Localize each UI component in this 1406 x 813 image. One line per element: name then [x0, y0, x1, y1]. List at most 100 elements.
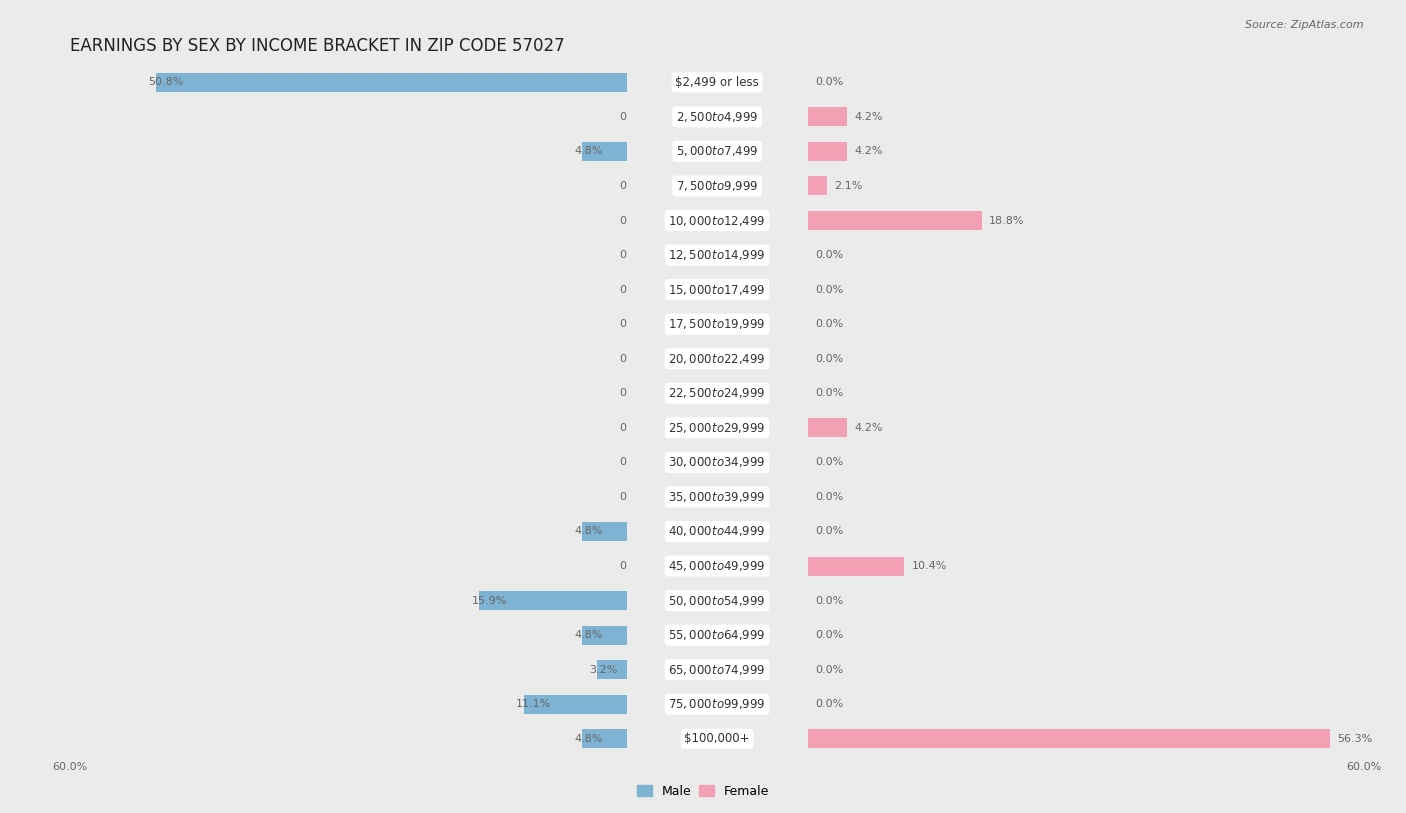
Text: 0.0%: 0.0% — [619, 250, 647, 260]
Text: 56.3%: 56.3% — [1337, 734, 1372, 744]
Text: 0.0%: 0.0% — [619, 354, 647, 363]
Text: 0.0%: 0.0% — [619, 423, 647, 433]
Bar — [0, 168, 627, 203]
Bar — [0, 411, 807, 445]
Text: 4.8%: 4.8% — [575, 734, 603, 744]
Text: $20,000 to $22,499: $20,000 to $22,499 — [668, 352, 766, 366]
Text: 0.0%: 0.0% — [815, 492, 844, 502]
Text: 0.0%: 0.0% — [815, 389, 844, 398]
Legend: Male, Female: Male, Female — [631, 780, 775, 802]
Bar — [0, 618, 807, 652]
Text: 4.8%: 4.8% — [575, 630, 603, 640]
Text: 4.2%: 4.2% — [853, 146, 883, 156]
Text: $45,000 to $49,999: $45,000 to $49,999 — [668, 559, 766, 573]
Bar — [627, 411, 1406, 445]
Text: $15,000 to $17,499: $15,000 to $17,499 — [668, 283, 766, 297]
Text: $7,500 to $9,999: $7,500 to $9,999 — [676, 179, 758, 193]
Bar — [0, 65, 627, 99]
Bar — [0, 445, 627, 480]
Bar — [0, 341, 807, 376]
Bar — [0, 307, 807, 341]
Text: $17,500 to $19,999: $17,500 to $19,999 — [668, 317, 766, 331]
Text: 3.2%: 3.2% — [589, 665, 617, 675]
Bar — [0, 376, 627, 411]
Text: $30,000 to $34,999: $30,000 to $34,999 — [668, 455, 766, 469]
Bar — [807, 211, 981, 230]
Bar — [627, 65, 1406, 99]
Bar — [627, 237, 1406, 272]
Text: 18.8%: 18.8% — [990, 215, 1025, 225]
Text: 0.0%: 0.0% — [815, 285, 844, 294]
Bar — [627, 99, 1406, 134]
Bar — [627, 341, 1406, 376]
Bar — [627, 203, 1406, 237]
Text: 0.0%: 0.0% — [815, 77, 844, 87]
Bar — [582, 142, 627, 161]
Text: $65,000 to $74,999: $65,000 to $74,999 — [668, 663, 766, 676]
Bar — [807, 557, 904, 576]
Text: $55,000 to $64,999: $55,000 to $64,999 — [668, 628, 766, 642]
Text: 0.0%: 0.0% — [815, 458, 844, 467]
Bar — [582, 522, 627, 541]
Bar — [0, 652, 627, 687]
Text: 11.1%: 11.1% — [516, 699, 551, 709]
Bar — [0, 168, 807, 203]
Bar — [0, 687, 807, 722]
Bar — [0, 99, 627, 134]
Text: $100,000+: $100,000+ — [685, 733, 749, 746]
Text: 0.0%: 0.0% — [619, 320, 647, 329]
Bar — [0, 722, 807, 756]
Text: 50.8%: 50.8% — [148, 77, 184, 87]
Bar — [0, 341, 627, 376]
Text: 0.0%: 0.0% — [619, 561, 647, 571]
Bar — [0, 411, 627, 445]
Bar — [0, 272, 807, 307]
Text: $12,500 to $14,999: $12,500 to $14,999 — [668, 248, 766, 262]
Bar — [598, 660, 627, 679]
Text: 0.0%: 0.0% — [619, 389, 647, 398]
Bar — [479, 591, 627, 610]
Bar — [627, 307, 1406, 341]
Text: 0.0%: 0.0% — [619, 285, 647, 294]
Bar — [807, 142, 846, 161]
Text: $5,000 to $7,499: $5,000 to $7,499 — [676, 145, 758, 159]
Bar — [627, 583, 1406, 618]
Bar — [156, 73, 627, 92]
Text: 0.0%: 0.0% — [815, 630, 844, 640]
Bar — [0, 549, 807, 583]
Text: 0.0%: 0.0% — [815, 699, 844, 709]
Text: 2.1%: 2.1% — [835, 181, 863, 191]
Bar — [0, 376, 807, 411]
Bar — [0, 687, 627, 722]
Bar — [627, 445, 1406, 480]
Text: $40,000 to $44,999: $40,000 to $44,999 — [668, 524, 766, 538]
Text: 4.2%: 4.2% — [853, 112, 883, 122]
Bar — [0, 514, 627, 549]
Text: 0.0%: 0.0% — [815, 250, 844, 260]
Text: 0.0%: 0.0% — [815, 665, 844, 675]
Bar — [0, 618, 627, 652]
Bar — [0, 652, 807, 687]
Bar — [0, 65, 807, 99]
Text: 0.0%: 0.0% — [619, 215, 647, 225]
Bar — [0, 514, 807, 549]
Bar — [0, 134, 627, 168]
Bar — [627, 376, 1406, 411]
Bar — [0, 722, 627, 756]
Text: $22,500 to $24,999: $22,500 to $24,999 — [668, 386, 766, 400]
Text: 0.0%: 0.0% — [619, 458, 647, 467]
Bar — [0, 583, 627, 618]
Bar — [0, 134, 807, 168]
Bar — [627, 722, 1406, 756]
Bar — [807, 419, 846, 437]
Bar — [627, 549, 1406, 583]
Bar — [582, 729, 627, 748]
Bar — [627, 618, 1406, 652]
Text: 0.0%: 0.0% — [619, 492, 647, 502]
Bar — [582, 626, 627, 645]
Bar — [627, 272, 1406, 307]
Bar — [523, 695, 627, 714]
Text: 15.9%: 15.9% — [471, 596, 508, 606]
Bar — [0, 583, 807, 618]
Bar — [0, 272, 627, 307]
